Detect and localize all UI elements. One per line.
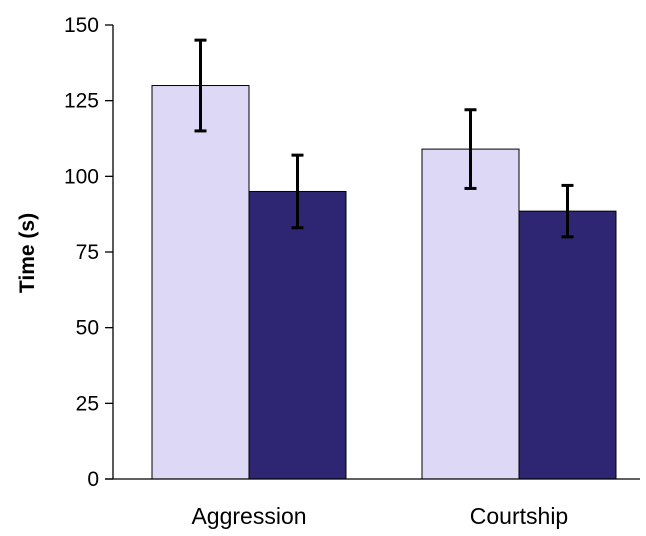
y-tick-label: 100 (64, 165, 99, 188)
y-tick-label: 25 (76, 392, 99, 415)
bar (518, 210, 617, 480)
y-axis: 0 25 50 75 100 125 150 (64, 14, 114, 491)
y-tick-label: 75 (76, 241, 99, 264)
y-tick-label: 0 (87, 468, 99, 491)
y-tick-label: 150 (64, 14, 99, 37)
bar (421, 148, 520, 480)
y-axis-title: Time (s) (16, 213, 39, 293)
y-tick-label: 50 (76, 317, 99, 340)
bar (151, 85, 250, 480)
bar (248, 190, 347, 480)
x-axis: Aggression Courtship (105, 478, 640, 529)
x-category-label: Aggression (191, 503, 306, 529)
bars (151, 38, 617, 480)
y-tick-label: 125 (64, 90, 99, 113)
x-category-label: Courtship (470, 503, 568, 529)
